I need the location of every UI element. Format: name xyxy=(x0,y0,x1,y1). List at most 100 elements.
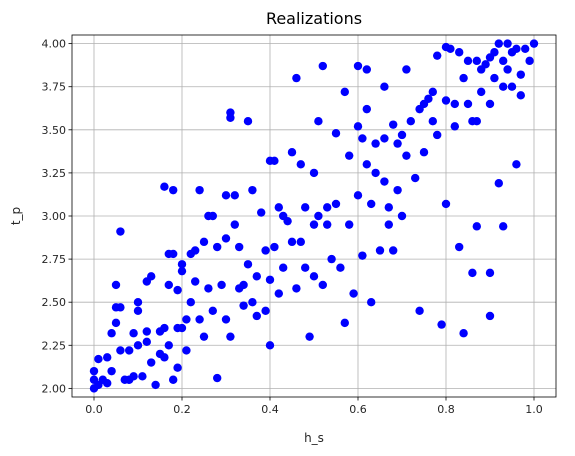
data-point xyxy=(309,168,319,178)
data-point xyxy=(419,148,429,157)
data-point xyxy=(433,51,442,60)
data-point xyxy=(195,315,204,324)
data-point xyxy=(362,104,371,114)
data-point xyxy=(485,99,495,109)
y-tick-label: 3.25 xyxy=(42,167,67,180)
data-point xyxy=(323,220,332,229)
data-point xyxy=(292,284,301,293)
x-tick-label: 0.8 xyxy=(437,403,455,416)
data-point xyxy=(459,329,468,338)
data-point xyxy=(133,297,143,307)
data-point xyxy=(472,116,481,126)
data-point xyxy=(402,65,411,74)
data-point xyxy=(305,332,314,341)
data-point xyxy=(213,242,222,252)
data-point xyxy=(345,220,354,229)
data-point xyxy=(248,185,257,195)
data-point xyxy=(103,379,112,388)
data-point xyxy=(191,277,200,286)
data-point xyxy=(494,39,503,48)
data-point xyxy=(296,237,305,247)
data-point xyxy=(116,346,125,355)
data-point xyxy=(235,242,244,252)
data-point xyxy=(129,329,138,338)
data-point xyxy=(301,203,310,212)
data-point xyxy=(512,160,521,169)
data-point xyxy=(169,249,178,259)
data-point xyxy=(164,341,173,350)
data-point xyxy=(111,280,121,290)
data-point xyxy=(521,44,530,53)
data-point xyxy=(265,341,275,350)
data-point xyxy=(89,366,99,376)
data-point xyxy=(133,341,143,350)
data-point xyxy=(274,289,283,298)
data-point xyxy=(182,346,191,355)
x-tick-label: 0.6 xyxy=(349,403,367,416)
data-point xyxy=(243,260,253,269)
data-point xyxy=(283,216,292,226)
data-point xyxy=(301,263,310,272)
data-point xyxy=(133,306,143,316)
data-point xyxy=(160,182,169,191)
data-point xyxy=(239,301,248,310)
data-point xyxy=(142,327,151,336)
data-point xyxy=(142,337,151,347)
data-point xyxy=(230,191,239,200)
data-point xyxy=(138,372,147,381)
data-point xyxy=(204,284,213,293)
data-point xyxy=(393,139,402,148)
data-point xyxy=(314,116,323,126)
data-point xyxy=(375,246,385,255)
data-point xyxy=(389,120,398,129)
data-point xyxy=(402,151,411,160)
data-point xyxy=(261,306,270,316)
data-point xyxy=(428,87,437,97)
data-point xyxy=(199,332,209,341)
data-point xyxy=(265,275,275,284)
y-tick-label: 3.50 xyxy=(42,124,67,137)
data-point xyxy=(147,272,156,281)
data-point xyxy=(186,297,195,307)
data-point xyxy=(125,346,134,355)
data-point xyxy=(340,87,349,97)
data-point xyxy=(415,306,424,316)
data-point xyxy=(450,99,459,109)
data-point xyxy=(371,168,380,178)
data-point xyxy=(309,220,319,229)
data-point xyxy=(208,306,217,316)
data-point xyxy=(507,82,517,91)
data-point xyxy=(468,268,477,278)
x-axis-label: h_s xyxy=(304,431,324,445)
data-point xyxy=(367,199,376,209)
data-point xyxy=(503,65,512,74)
data-point xyxy=(358,251,367,260)
data-point xyxy=(160,323,169,333)
data-point xyxy=(248,297,257,307)
data-point xyxy=(472,56,481,66)
data-point xyxy=(516,91,525,100)
data-point xyxy=(103,353,112,362)
data-point xyxy=(428,116,437,126)
data-point xyxy=(494,179,503,188)
data-point xyxy=(270,242,279,252)
data-point xyxy=(411,173,420,183)
data-point xyxy=(455,48,464,57)
data-point xyxy=(279,263,288,272)
data-point xyxy=(287,148,297,157)
data-point xyxy=(490,48,499,57)
y-tick-label: 3.75 xyxy=(42,81,67,94)
data-point xyxy=(177,260,187,269)
data-point xyxy=(397,130,407,140)
y-ticks: 2.00 2.25 2.50 2.75 3.00 3.25 3.50 3.75 4.00 xyxy=(42,38,72,395)
data-point xyxy=(309,272,319,281)
data-point xyxy=(169,375,178,384)
data-point xyxy=(481,60,490,69)
y-tick-label: 2.00 xyxy=(42,382,67,395)
data-point xyxy=(226,332,235,341)
data-point xyxy=(213,373,222,383)
data-point xyxy=(261,246,270,255)
data-point xyxy=(177,266,187,276)
data-point xyxy=(331,129,341,138)
data-point xyxy=(424,94,433,103)
